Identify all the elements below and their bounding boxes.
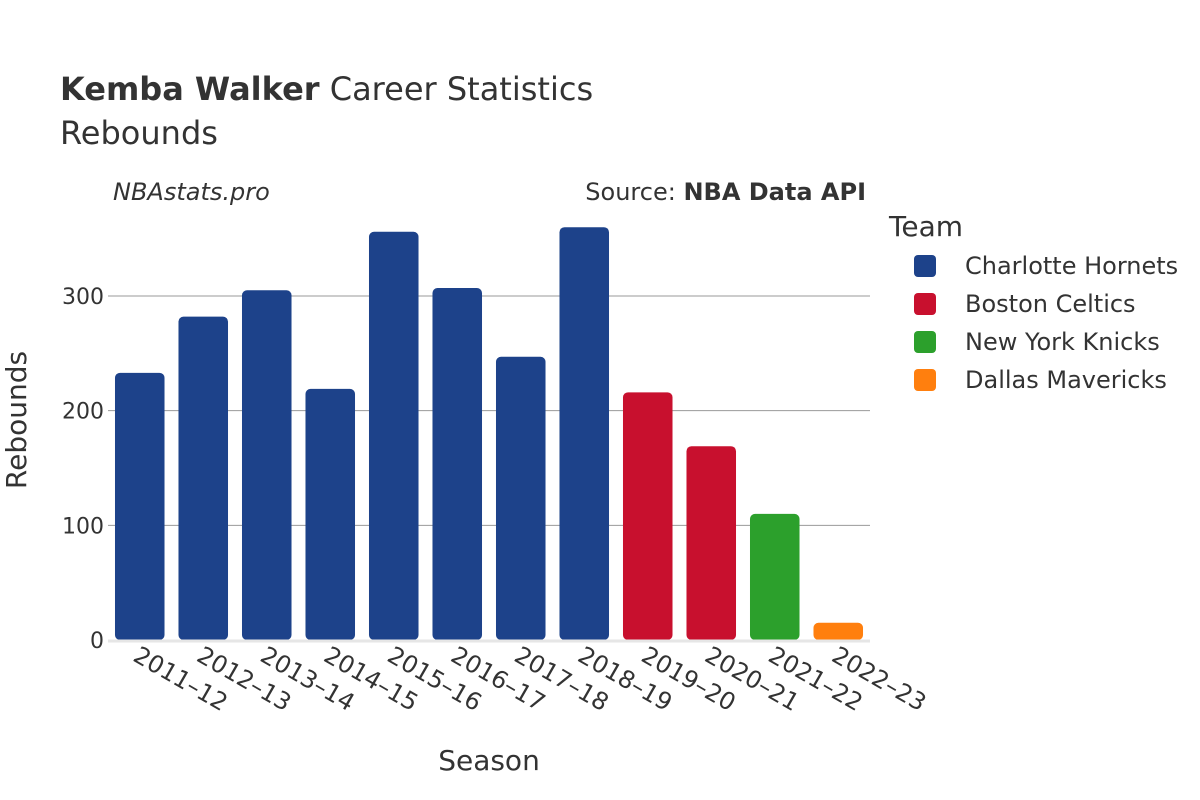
legend-title: Team bbox=[888, 210, 963, 243]
y-tick-label: 200 bbox=[62, 400, 104, 425]
gridlines bbox=[108, 295, 870, 526]
legend-label[interactable]: New York Knicks bbox=[965, 328, 1160, 356]
legend-label[interactable]: Charlotte Hornets bbox=[965, 252, 1178, 280]
bar[interactable] bbox=[559, 227, 610, 640]
y-tick-label: 0 bbox=[90, 629, 104, 654]
legend-swatch[interactable] bbox=[914, 255, 936, 277]
bar[interactable] bbox=[622, 392, 673, 640]
bar[interactable] bbox=[368, 231, 419, 640]
legend-swatch[interactable] bbox=[914, 369, 936, 391]
legend: Team Charlotte Hornets Boston Celtics New … bbox=[888, 210, 1178, 394]
bar[interactable] bbox=[749, 513, 800, 640]
legend-swatch[interactable] bbox=[914, 293, 936, 315]
bar[interactable] bbox=[114, 372, 165, 640]
bars bbox=[114, 227, 864, 640]
chart-subtitle: Rebounds bbox=[60, 114, 218, 152]
bar[interactable] bbox=[178, 316, 229, 640]
bar[interactable] bbox=[495, 356, 546, 640]
y-tick-label: 100 bbox=[62, 514, 104, 539]
bar[interactable] bbox=[432, 287, 483, 640]
bar[interactable] bbox=[241, 290, 292, 640]
legend-label[interactable]: Dallas Mavericks bbox=[965, 366, 1167, 394]
x-tick-labels: 2011–122012–132013–142014–152015–162016–… bbox=[129, 641, 931, 717]
chart-title-player: Kemba Walker bbox=[60, 70, 320, 108]
chart-title: Kemba Walker Career Statistics bbox=[60, 70, 593, 108]
bar[interactable] bbox=[813, 622, 864, 640]
watermark: NBAstats.pro bbox=[113, 178, 270, 206]
source-prefix: Source: bbox=[585, 178, 683, 206]
legend-label[interactable]: Boston Celtics bbox=[965, 290, 1136, 318]
chart-title-rest: Career Statistics bbox=[320, 70, 594, 108]
y-tick-label: 300 bbox=[62, 285, 104, 310]
bar[interactable] bbox=[686, 446, 737, 640]
y-tick-labels: 0 100 200 300 bbox=[62, 285, 104, 654]
source-label: Source: NBA Data API bbox=[585, 178, 866, 206]
bar[interactable] bbox=[305, 388, 356, 640]
y-axis-title: Rebounds bbox=[0, 351, 33, 489]
source-name: NBA Data API bbox=[683, 178, 866, 206]
legend-swatch[interactable] bbox=[914, 331, 936, 353]
x-axis-title: Season bbox=[438, 744, 540, 777]
